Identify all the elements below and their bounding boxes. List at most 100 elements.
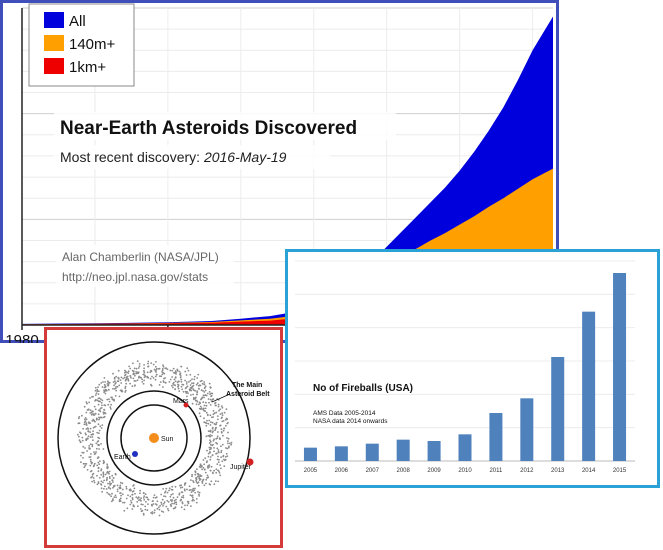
asteroid-dot (221, 406, 224, 409)
asteroid-dot (191, 402, 194, 405)
asteroid-dot (87, 437, 89, 440)
asteroid-dot (206, 474, 209, 477)
asteroid-dot (178, 370, 181, 373)
asteroid-dot (83, 418, 86, 421)
fireball-x-tick-label: 2008 (397, 468, 411, 474)
asteroid-dot (98, 417, 101, 419)
asteroid-dot (132, 377, 135, 380)
asteroid-dot (124, 378, 127, 381)
earth-label: Earth (114, 454, 131, 461)
asteroid-dot (205, 461, 208, 464)
asteroid-dot (133, 487, 136, 490)
asteroid-dot (197, 491, 199, 493)
asteroid-dot (152, 363, 155, 366)
asteroid-dot (199, 478, 202, 481)
asteroid-dot (186, 385, 189, 388)
asteroid-dot (184, 504, 186, 507)
asteroid-dot (213, 412, 216, 415)
asteroid-dot (96, 418, 98, 420)
asteroid-dot (92, 430, 94, 432)
asteroid-dot (144, 505, 147, 508)
neo-subtitle: Most recent discovery: 2016-May-19 (60, 149, 287, 165)
asteroid-dot (78, 422, 81, 425)
asteroid-dot (107, 493, 110, 495)
asteroid-dot (227, 431, 229, 434)
asteroid-dot (115, 496, 117, 499)
fireball-bar (334, 446, 348, 461)
asteroid-dot (207, 452, 210, 455)
asteroid-dot (216, 452, 218, 455)
asteroid-dot (126, 375, 129, 378)
asteroid-dot (164, 367, 167, 370)
asteroid-dot (107, 383, 110, 385)
asteroid-dot (189, 379, 192, 382)
asteroid-dot (196, 468, 198, 471)
asteroid-dot (125, 497, 128, 500)
asteroid-dot (87, 430, 90, 432)
asteroid-dot (230, 443, 233, 446)
asteroid-dot (171, 499, 174, 501)
asteroid-dot (223, 411, 226, 414)
asteroid-dot (185, 381, 188, 383)
asteroid-dot (98, 429, 101, 432)
asteroid-dot (89, 431, 92, 433)
asteroid-dot (172, 496, 175, 499)
asteroid-dot (219, 424, 222, 427)
asteroid-dot (198, 412, 201, 415)
asteroid-dot (186, 504, 189, 507)
asteroid-dot (180, 498, 183, 501)
asteroid-dot (116, 490, 119, 493)
asteroid-dot (226, 437, 228, 439)
asteroid-dot (211, 454, 214, 457)
asteroid-dot (78, 439, 81, 442)
asteroid-dot (205, 404, 208, 407)
asteroid-dot (107, 471, 110, 474)
asteroid-dot (152, 496, 155, 499)
asteroid-dot (121, 482, 124, 485)
legend-label-all: All (69, 13, 86, 30)
asteroid-dot (114, 472, 117, 475)
asteroid-dot (107, 487, 110, 489)
asteroid-dot (105, 488, 108, 490)
asteroid-dot (91, 461, 93, 464)
asteroid-dot (101, 404, 103, 407)
asteroid-dot (89, 436, 92, 438)
asteroid-dot (159, 504, 161, 507)
orbit-diagram: Sun Earth Mars Jupiter The Main Asteroid… (44, 327, 283, 548)
asteroid-dot (209, 404, 212, 406)
asteroid-dot (219, 474, 222, 477)
asteroid-dot (206, 413, 209, 416)
asteroid-dot (209, 414, 212, 417)
asteroid-dot (168, 381, 171, 383)
asteroid-dot (203, 463, 206, 466)
asteroid-dot (147, 503, 149, 505)
asteroid-dot (115, 385, 117, 388)
asteroid-dot (82, 427, 84, 430)
asteroid-dot (169, 378, 172, 381)
asteroid-dot (110, 495, 113, 498)
asteroid-dot (219, 413, 222, 415)
asteroid-dot (129, 495, 132, 498)
asteroid-dot (91, 436, 94, 438)
asteroid-dot (189, 494, 192, 496)
asteroid-dot (209, 435, 212, 438)
asteroid-dot (195, 403, 198, 406)
asteroid-dot (195, 399, 198, 402)
asteroid-dot (164, 490, 167, 493)
asteroid-dot (175, 503, 178, 506)
asteroid-dot (100, 407, 103, 409)
asteroid-dot (162, 365, 165, 368)
asteroid-dot (189, 373, 192, 376)
asteroid-dot (80, 461, 82, 464)
asteroid-dot (124, 374, 126, 377)
asteroid-dot (173, 371, 175, 374)
asteroid-dot (115, 382, 117, 384)
asteroid-dot (196, 390, 199, 393)
asteroid-dot (141, 381, 144, 383)
asteroid-dot (93, 462, 96, 465)
asteroid-dot (102, 475, 105, 478)
fireball-x-ticks: 2005 2006 2007 2008 2009 2010 2011 2012 2013 2014… (304, 468, 627, 474)
asteroid-dot (123, 376, 126, 379)
asteroid-dot (193, 499, 195, 502)
asteroid-dot (96, 388, 99, 391)
